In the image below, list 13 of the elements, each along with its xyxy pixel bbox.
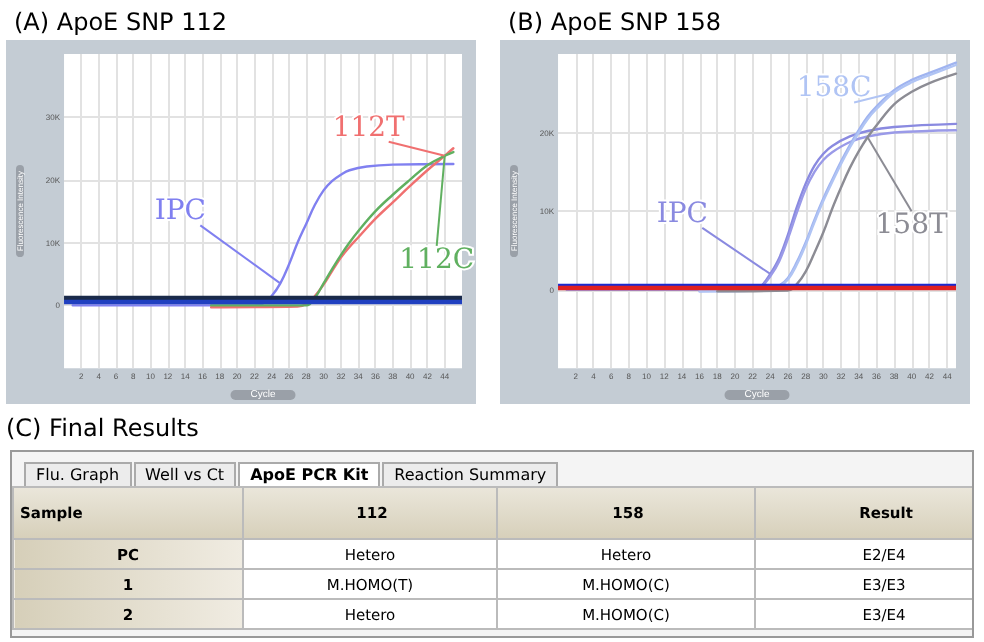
text: Reaction Summary xyxy=(382,462,559,486)
text: IPC xyxy=(656,197,708,230)
series-label: 158C xyxy=(796,72,872,105)
text: (C) Final Results xyxy=(6,414,199,442)
series-label: 112C xyxy=(399,243,475,276)
text: Flu. Graph xyxy=(24,462,132,486)
text: Well vs Ct xyxy=(133,462,237,486)
chart-title: (A) ApoE SNP 112 xyxy=(14,8,227,36)
text: IPC xyxy=(154,195,206,228)
series-label: 158T xyxy=(875,209,949,242)
series-label: 112T xyxy=(332,111,407,144)
chart-title: (B) ApoE SNP 158 xyxy=(508,8,722,36)
text: ApoE PCR Kit xyxy=(238,462,381,486)
